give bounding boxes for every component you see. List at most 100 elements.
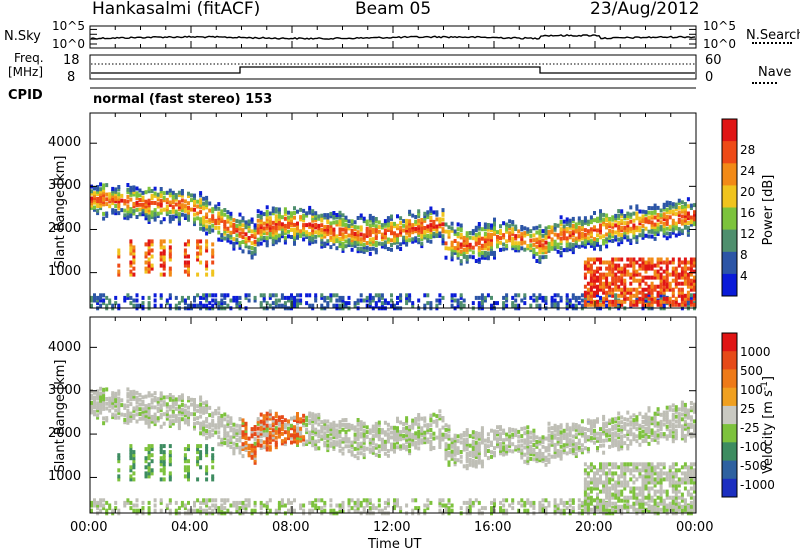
scatter-cell	[165, 395, 169, 400]
near-range-cell	[511, 301, 515, 306]
scatter-cell	[102, 202, 106, 207]
scatter-cell	[296, 226, 299, 231]
scatter-cell	[190, 397, 193, 402]
scatter-cell	[368, 230, 372, 235]
evening-cell	[686, 260, 690, 265]
near-range-cell	[553, 503, 557, 508]
scatter-cell	[571, 425, 575, 429]
scatter-cell	[256, 419, 260, 424]
scatter-cell	[553, 244, 557, 249]
scatter-cell	[241, 454, 245, 459]
scatter-cell	[283, 212, 287, 217]
scatter-cell	[423, 435, 427, 440]
near-range-cell	[374, 301, 378, 306]
scatter-cell	[338, 232, 342, 237]
scatter-cell	[465, 243, 469, 248]
scatter-cell	[362, 431, 366, 436]
spike-cell	[168, 251, 172, 256]
scatter-cell	[435, 212, 439, 217]
scatter-cell	[644, 217, 648, 222]
scatter-cell	[150, 193, 154, 198]
scatter-cell	[668, 231, 672, 236]
scatter-cell	[547, 225, 551, 230]
scatter-cell	[132, 190, 136, 195]
near-range-cell	[535, 303, 539, 308]
scatter-cell	[135, 191, 139, 196]
scatter-cell	[568, 443, 572, 447]
scatter-cell	[405, 435, 409, 440]
scatter-cell	[456, 250, 460, 255]
scatter-cell	[250, 451, 254, 455]
evening-cell	[638, 290, 642, 295]
scatter-cell	[605, 213, 609, 218]
near-range-cell	[338, 298, 342, 303]
near-range-cell	[408, 295, 412, 300]
scatter-cell	[620, 209, 624, 214]
evening-cell	[589, 290, 593, 295]
scatter-cell	[408, 224, 412, 228]
scatter-cell	[174, 418, 178, 423]
scatter-cell	[474, 462, 478, 467]
scatter-cell	[187, 417, 190, 422]
scatter-cell	[280, 231, 284, 236]
near-range-cell	[338, 503, 342, 508]
scatter-cell	[371, 230, 375, 235]
scatter-cell	[226, 214, 230, 219]
evening-cell	[589, 468, 593, 473]
scatter-cell	[656, 227, 660, 232]
scatter-cell	[280, 424, 284, 429]
scatter-cell	[311, 237, 315, 242]
scatter-cell	[559, 236, 563, 241]
scatter-cell	[399, 437, 403, 442]
scatter-cell	[490, 440, 493, 445]
spike-cell	[150, 239, 154, 244]
scatter-cell	[465, 231, 469, 236]
scatter-cell	[532, 431, 536, 436]
scatter-cell	[393, 432, 396, 437]
scatter-cell	[244, 232, 248, 237]
near-range-cell	[211, 503, 215, 508]
scatter-cell	[574, 446, 578, 451]
scatter-cell	[353, 435, 357, 439]
scatter-cell	[550, 435, 554, 440]
scatter-cell	[496, 432, 499, 437]
scatter-cell	[308, 440, 312, 445]
scatter-cell	[102, 216, 106, 221]
near-range-cell	[571, 293, 575, 298]
scatter-cell	[499, 444, 502, 449]
near-range-cell	[490, 500, 493, 505]
scatter-cell	[586, 229, 590, 234]
scatter-cell	[620, 235, 624, 240]
scatter-cell	[441, 435, 445, 440]
scatter-cell	[608, 228, 612, 233]
scatter-cell	[529, 447, 533, 452]
scatter-cell	[408, 228, 412, 233]
scatter-cell	[323, 227, 327, 232]
evening-cell	[644, 293, 648, 298]
scatter-cell	[114, 192, 118, 197]
scatter-cell	[411, 230, 415, 235]
scatter-cell	[180, 417, 184, 422]
scatter-cell	[299, 229, 303, 234]
scatter-cell	[268, 445, 272, 450]
scatter-cell	[429, 428, 433, 432]
scatter-cell	[426, 224, 430, 229]
near-range-cell	[580, 293, 584, 298]
scatter-cell	[223, 434, 227, 438]
scatter-cell	[371, 246, 375, 251]
near-range-cell	[532, 293, 536, 298]
scatter-cell	[556, 223, 560, 228]
evening-cell	[602, 272, 606, 277]
scatter-cell	[205, 400, 209, 405]
scatter-cell	[396, 235, 399, 240]
near-range-cell	[99, 498, 103, 503]
scatter-cell	[380, 444, 384, 449]
scatter-cell	[147, 405, 151, 410]
near-range-cell	[577, 503, 581, 508]
scatter-cell	[274, 214, 278, 219]
scatter-cell	[514, 433, 518, 438]
scatter-cell	[577, 225, 581, 230]
evening-cell	[668, 296, 672, 301]
scatter-cell	[420, 237, 424, 241]
scatter-cell	[547, 229, 551, 234]
